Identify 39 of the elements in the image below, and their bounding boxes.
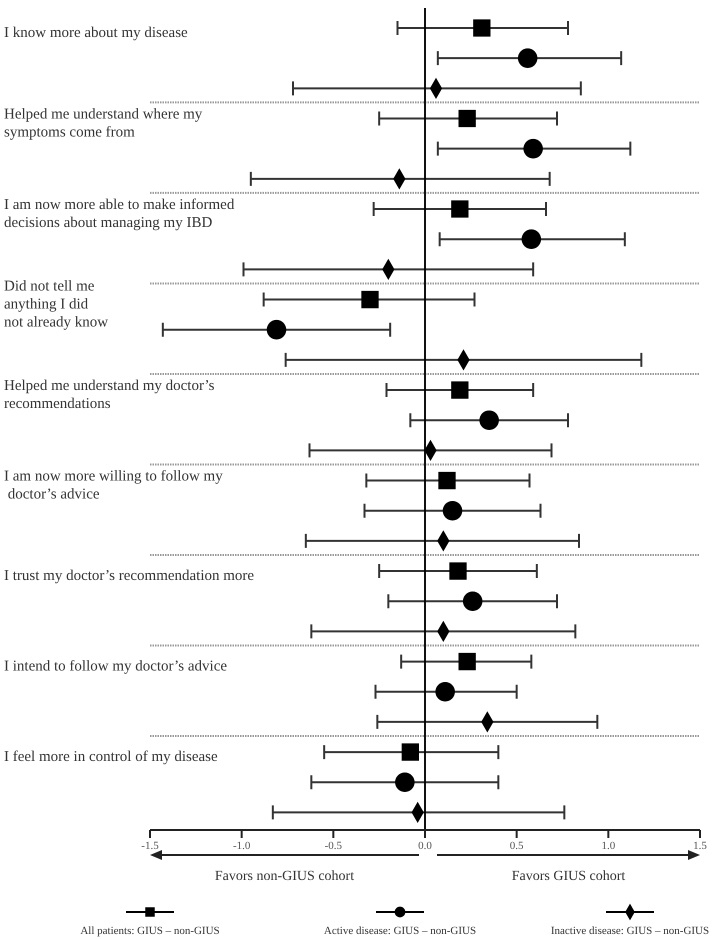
- point: [451, 200, 468, 218]
- point: [522, 229, 542, 249]
- y-tick-label: I know more about my disease: [4, 25, 188, 41]
- legend-label: All patients: GIUS – non-GIUS: [80, 925, 220, 937]
- y-tick-label: I trust my doctor’s recommendation more: [4, 568, 254, 584]
- y-tick-label: Did not tell me anything I did not already know: [4, 278, 108, 331]
- text: Favors GIUS cohort: [512, 869, 626, 884]
- text: Favors non-GIUS cohort: [214, 869, 354, 884]
- point: [361, 290, 379, 308]
- y-tick-label: I feel more in control of my disease: [4, 749, 218, 766]
- y-tick-label: I am now more able to make informed decisions about managing my IBD: [4, 197, 235, 232]
- point: [518, 48, 538, 68]
- y-tick-label: Helped me understand where my symptoms come from: [4, 106, 203, 141]
- point: [473, 19, 490, 37]
- point: [442, 500, 462, 520]
- point: [462, 591, 482, 611]
- y-tick-label: I am now more willing to follow my doctor’s advice: [4, 468, 224, 503]
- x-tick-label: -0.5: [324, 840, 343, 852]
- point: [451, 381, 468, 399]
- point: [435, 682, 455, 702]
- x-tick-label: 0.5: [510, 840, 524, 852]
- x-tick-label: -1.5: [141, 840, 160, 852]
- legend-label: Inactive disease: GIUS – non-GIUS: [550, 925, 710, 937]
- point: [458, 652, 476, 670]
- point: [523, 138, 543, 158]
- point: [479, 410, 499, 430]
- point: [266, 320, 286, 340]
- point: [438, 472, 456, 490]
- point: [458, 110, 476, 128]
- y-tick-label: Helped me understand my doctor’s recommendations: [4, 378, 215, 412]
- point: [395, 772, 415, 792]
- y-tick-label: I intend to follow my doctor’s advice: [4, 658, 228, 675]
- x-tick-label: 0.0: [418, 840, 432, 852]
- point: [449, 562, 467, 580]
- x-tick-label: 1.5: [693, 840, 708, 852]
- x-tick-label: 1.0: [601, 840, 616, 852]
- legend-label: Active disease: GIUS – non-GIUS: [324, 925, 476, 937]
- point: [402, 743, 419, 761]
- x-tick-label: -1.0: [232, 840, 251, 852]
